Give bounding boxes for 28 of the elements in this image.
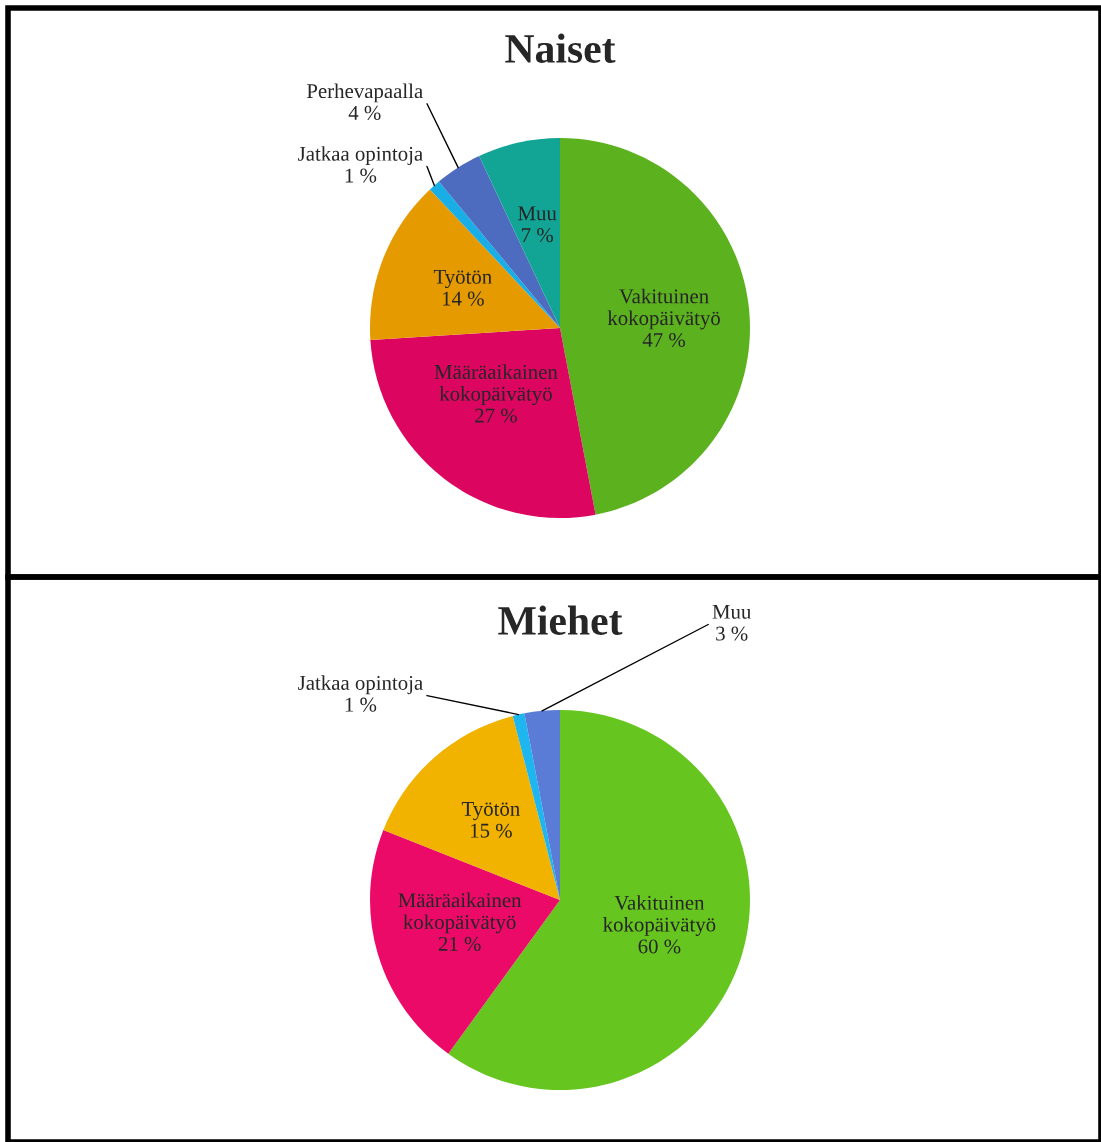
data-label: 4 % [348, 105, 381, 120]
data-label: 7 % [522, 228, 553, 243]
slice-label: Määräaikainen kokopäivätyö [434, 364, 558, 406]
data-label: 14 % [442, 291, 484, 306]
slice-label: Perhevapaalla [306, 83, 423, 103]
chart-title: Miehet [498, 605, 623, 635]
data-label: 15 % [471, 823, 512, 838]
slice-label: Vakituinen kokopäivätyö [607, 288, 720, 330]
slice-label: Työtön [433, 269, 492, 289]
pie-slice [524, 710, 560, 900]
slice-label: Jatkaa opintoja [298, 146, 423, 166]
pie-slice [370, 328, 596, 518]
pie-slice [370, 189, 560, 340]
pie-slice [560, 138, 750, 515]
slice-label: Muu [518, 206, 557, 221]
data-label: 1 % [345, 168, 377, 183]
data-label: 1 % [345, 697, 377, 712]
slice-label: Työtön [461, 802, 520, 821]
data-label: 27 % [475, 408, 517, 423]
chart-title: Naiset [505, 33, 616, 63]
slice-label: Määräaikainen kokopäivätyö [398, 892, 522, 934]
data-label: 21 % [438, 936, 481, 951]
data-label: 3 % [716, 626, 748, 641]
slice-label: Jatkaa opintoja [298, 675, 423, 695]
data-label: 60 % [638, 939, 681, 954]
slice-label: Muu [712, 604, 751, 619]
data-label: 47 % [642, 332, 686, 348]
slice-label: Vakituinen kokopäivätyö [603, 895, 716, 936]
